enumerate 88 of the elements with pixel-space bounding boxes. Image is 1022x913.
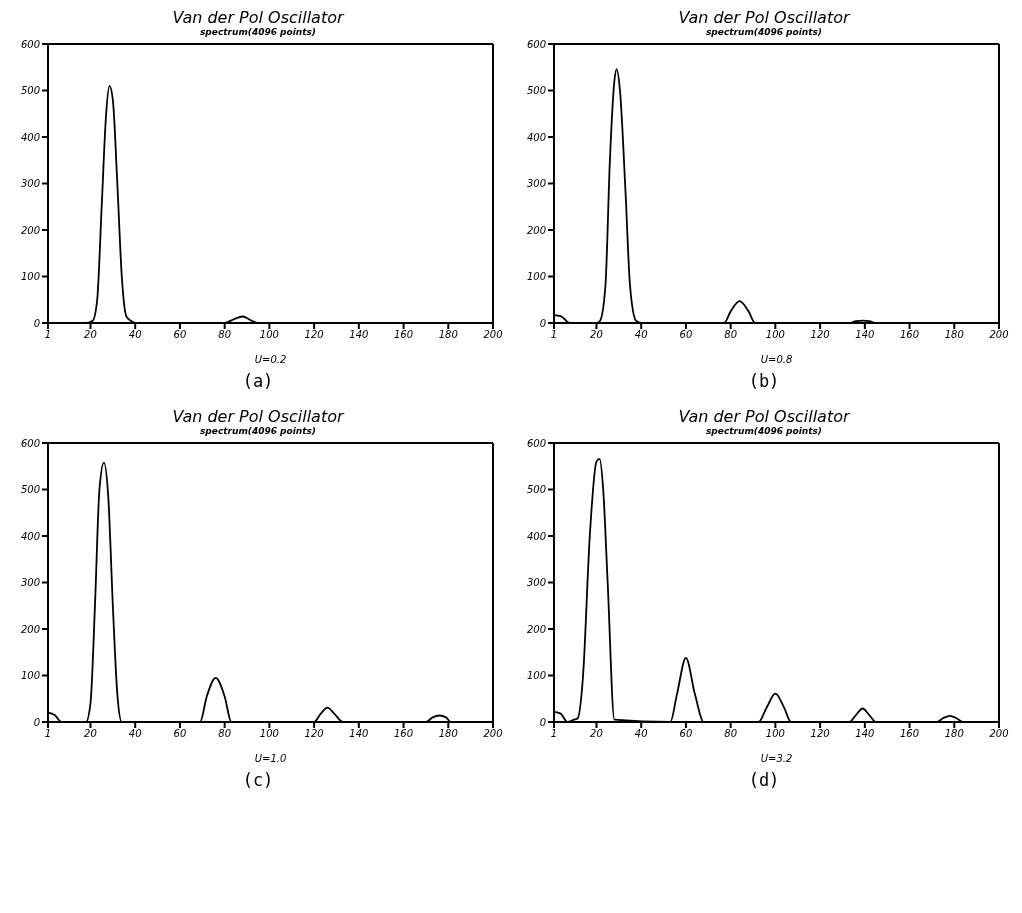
x-tick-label: 40 xyxy=(128,728,142,740)
x-tick-label: 160 xyxy=(394,329,414,341)
y-tick-label: 600 xyxy=(526,437,546,449)
x-tick-label: 120 xyxy=(810,329,830,341)
y-tick-label: 300 xyxy=(526,178,546,190)
x-tick-label: 140 xyxy=(855,329,875,341)
x-tick-label: 200 xyxy=(483,329,503,341)
chart-subtitle: spectrum(4096 points) xyxy=(199,27,317,37)
y-tick-label: 400 xyxy=(20,530,40,542)
y-tick-label: 0 xyxy=(33,716,40,728)
x-tick-label: 100 xyxy=(259,329,279,341)
x-tick-label: 180 xyxy=(944,728,964,740)
x-tick-label: 140 xyxy=(855,728,875,740)
y-tick-label: 300 xyxy=(526,577,546,589)
x-tick-label: 1 xyxy=(44,728,52,740)
x-tick-label: 40 xyxy=(634,329,648,341)
x-tick-label: 140 xyxy=(349,728,369,740)
x-tick-label: 120 xyxy=(304,728,324,740)
text: (a) xyxy=(241,371,275,391)
x-tick-label: 140 xyxy=(349,329,369,341)
y-tick-label: 0 xyxy=(33,317,40,329)
x-tick-label: 160 xyxy=(900,728,920,740)
y-tick-label: 400 xyxy=(20,131,40,143)
text: (b) xyxy=(747,371,781,391)
y-tick-label: 600 xyxy=(526,38,546,50)
x-tick-label: 60 xyxy=(679,329,693,341)
y-tick-label: 500 xyxy=(526,85,546,97)
x-tick-label: 80 xyxy=(724,329,738,341)
x-tick-label: 1 xyxy=(44,329,52,341)
chart-subtitle: spectrum(4096 points) xyxy=(705,27,823,37)
x-axis-title: U=0.2 xyxy=(254,354,287,365)
chart-subtitle: spectrum(4096 points) xyxy=(705,426,823,436)
x-tick-label: 100 xyxy=(259,728,279,740)
y-tick-label: 0 xyxy=(539,317,546,329)
x-tick-label: 80 xyxy=(218,728,232,740)
x-tick-label: 100 xyxy=(765,329,785,341)
chart-subtitle: spectrum(4096 points) xyxy=(199,426,317,436)
y-tick-label: 300 xyxy=(20,577,40,589)
y-tick-label: 300 xyxy=(20,178,40,190)
chart-title: Van der Pol Oscillator xyxy=(171,8,346,27)
x-axis-title: U=1.0 xyxy=(254,753,287,764)
x-tick-label: 120 xyxy=(304,329,324,341)
x-tick-label: 180 xyxy=(438,329,458,341)
y-tick-label: 100 xyxy=(20,271,40,283)
chart-title: Van der Pol Oscillator xyxy=(677,8,852,27)
x-tick-label: 160 xyxy=(394,728,414,740)
y-tick-label: 200 xyxy=(20,224,40,236)
x-tick-label: 1 xyxy=(550,728,558,740)
x-tick-label: 80 xyxy=(218,329,232,341)
y-tick-label: 200 xyxy=(526,623,546,635)
y-tick-label: 600 xyxy=(20,38,40,50)
y-tick-label: 500 xyxy=(20,484,40,496)
y-tick-label: 500 xyxy=(20,85,40,97)
y-tick-label: 400 xyxy=(526,131,546,143)
text: (d) xyxy=(747,770,781,790)
y-tick-label: 100 xyxy=(526,670,546,682)
x-tick-label: 120 xyxy=(810,728,830,740)
x-tick-label: 180 xyxy=(944,329,964,341)
x-tick-label: 180 xyxy=(438,728,458,740)
x-tick-label: 40 xyxy=(128,329,142,341)
y-tick-label: 400 xyxy=(526,530,546,542)
x-tick-label: 200 xyxy=(989,728,1009,740)
text: (c) xyxy=(241,770,275,790)
y-tick-label: 200 xyxy=(526,224,546,236)
chart-title: Van der Pol Oscillator xyxy=(171,407,346,426)
x-tick-label: 40 xyxy=(634,728,648,740)
x-tick-label: 160 xyxy=(900,329,920,341)
x-tick-label: 200 xyxy=(989,329,1009,341)
x-tick-label: 200 xyxy=(483,728,503,740)
x-tick-label: 20 xyxy=(84,329,97,341)
x-tick-label: 20 xyxy=(590,728,603,740)
x-tick-label: 60 xyxy=(173,329,187,341)
y-tick-label: 100 xyxy=(20,670,40,682)
x-axis-title: U=3.2 xyxy=(760,753,793,764)
x-tick-label: 20 xyxy=(84,728,97,740)
x-tick-label: 80 xyxy=(724,728,738,740)
x-tick-label: 60 xyxy=(173,728,187,740)
x-tick-label: 100 xyxy=(765,728,785,740)
y-tick-label: 100 xyxy=(526,271,546,283)
x-tick-label: 20 xyxy=(590,329,603,341)
y-tick-label: 0 xyxy=(539,716,546,728)
y-tick-label: 600 xyxy=(20,437,40,449)
x-tick-label: 60 xyxy=(679,728,693,740)
x-tick-label: 1 xyxy=(550,329,558,341)
y-tick-label: 500 xyxy=(526,484,546,496)
chart-title: Van der Pol Oscillator xyxy=(677,407,852,426)
y-tick-label: 200 xyxy=(20,623,40,635)
x-axis-title: U=0.8 xyxy=(760,354,793,365)
